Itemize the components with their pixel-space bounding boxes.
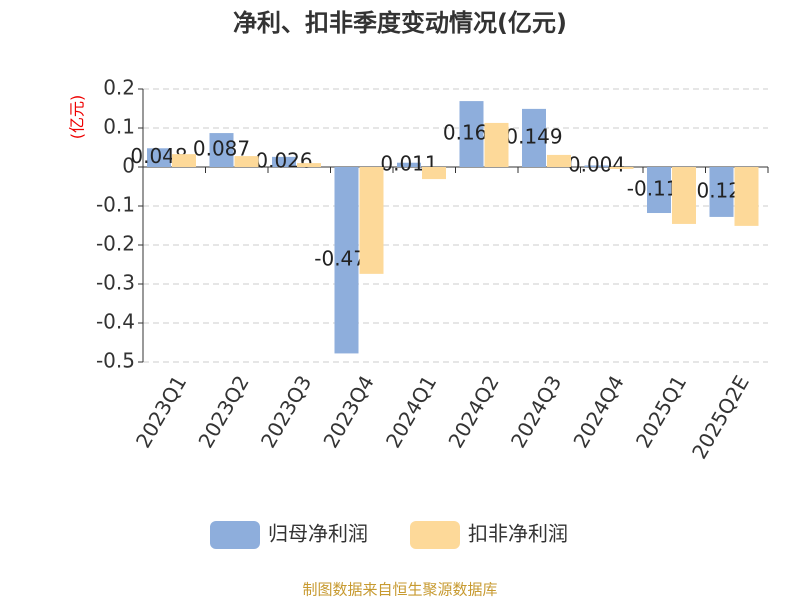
bar: [522, 108, 546, 167]
bar: [334, 167, 359, 354]
x-tick-label: 2023Q1: [131, 371, 191, 452]
x-tick-label: 2023Q3: [256, 371, 316, 452]
bar: [297, 163, 321, 167]
data-label: 0.004: [568, 153, 625, 177]
y-tick-label: -0.1: [96, 193, 135, 217]
bar: [172, 154, 196, 167]
bar: [547, 154, 571, 167]
data-label: 0.149: [505, 124, 562, 148]
bar: [609, 167, 634, 169]
legend-swatch: [410, 521, 460, 549]
bar: [672, 167, 696, 224]
bar: [234, 156, 259, 167]
x-tick-label: 2024Q2: [443, 371, 503, 452]
y-tick-label: -0.3: [96, 271, 135, 295]
bar: [584, 165, 609, 167]
bar: [422, 167, 446, 180]
legend-swatch: [210, 521, 260, 549]
x-tick-label: 2024Q3: [506, 371, 566, 452]
bar: [709, 167, 734, 217]
x-tick-label: 2025Q2E: [687, 371, 754, 463]
chart-title: 净利、扣非季度变动情况(亿元): [233, 9, 567, 37]
x-tick-label: 2023Q2: [193, 371, 253, 452]
legend-label: 归母净利润: [268, 522, 368, 546]
data-label: 0.026: [255, 148, 312, 172]
bar: [209, 133, 234, 167]
bar: [359, 167, 384, 274]
bar: [459, 101, 484, 167]
x-tick-label: 2024Q4: [568, 371, 628, 452]
bar: [272, 156, 296, 167]
x-tick-label: 2025Q1: [631, 371, 691, 452]
bar: [147, 148, 171, 167]
x-tick-label: 2024Q1: [381, 371, 441, 452]
y-tick-label: -0.4: [96, 310, 135, 334]
bar: [647, 167, 671, 214]
x-tick-label: 2023Q4: [318, 371, 378, 452]
y-tick-label: 0: [122, 154, 135, 178]
bar: [397, 162, 421, 167]
bar: [484, 122, 509, 167]
legend-label: 扣非净利润: [468, 522, 568, 546]
y-tick-label: 0.1: [103, 115, 135, 139]
bar: [734, 167, 759, 226]
y-tick-label: 0.2: [103, 76, 135, 100]
y-axis-label: (亿元): [68, 95, 87, 140]
y-tick-label: -0.5: [96, 349, 135, 373]
source: 制图数据来自恒生聚源数据库: [302, 581, 497, 599]
y-tick-label: -0.2: [96, 232, 135, 256]
